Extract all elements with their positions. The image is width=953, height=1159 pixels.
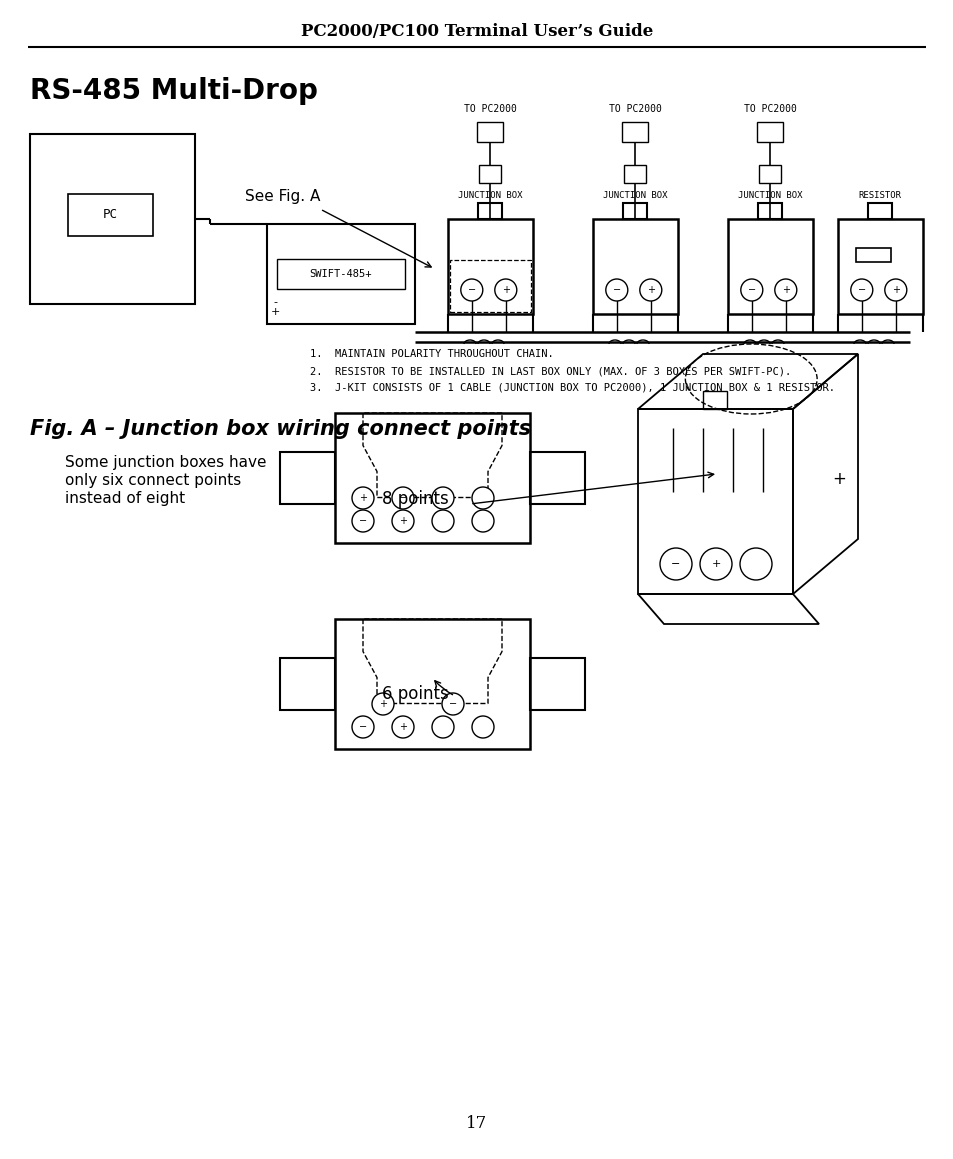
Bar [758,203,781,219]
Bar [68,194,152,236]
Text: -: - [273,297,276,307]
Text: RESISTOR: RESISTOR [858,191,901,201]
Circle shape [774,279,796,301]
Bar [530,452,584,504]
Circle shape [432,716,454,738]
Circle shape [392,510,414,532]
Circle shape [472,487,494,509]
Text: +: + [891,285,899,296]
Text: +: + [501,285,509,296]
Bar [867,203,891,219]
Bar [448,219,533,314]
Circle shape [441,693,463,715]
Text: −: − [449,699,456,709]
Circle shape [372,693,394,715]
Circle shape [495,279,517,301]
Text: 8 points: 8 points [381,490,448,508]
Text: instead of eight: instead of eight [65,490,185,505]
Circle shape [472,510,494,532]
Bar [335,413,530,544]
Circle shape [700,548,731,580]
Circle shape [605,279,627,301]
Circle shape [472,716,494,738]
Bar [621,122,647,143]
Text: See Fig. A: See Fig. A [245,189,320,204]
Bar [593,219,678,314]
Text: −: − [398,493,407,503]
Bar [837,219,923,314]
Circle shape [352,716,374,738]
Text: PC: PC [102,209,117,221]
Text: TO PC2000: TO PC2000 [742,104,796,114]
Text: −: − [612,285,620,296]
Circle shape [659,548,691,580]
Text: 6 points: 6 points [381,685,448,704]
Text: −: − [671,559,680,569]
Text: −: − [467,285,476,296]
Text: Some junction boxes have: Some junction boxes have [65,454,266,469]
Bar [335,619,530,749]
Text: 3.  J-KIT CONSISTS OF 1 CABLE (JUNCTION BOX TO PC2000), 1 JUNCTION BOX & 1 RESIS: 3. J-KIT CONSISTS OF 1 CABLE (JUNCTION B… [310,382,834,393]
Circle shape [639,279,661,301]
Circle shape [883,279,906,301]
Text: 17: 17 [466,1115,487,1132]
Circle shape [432,510,454,532]
Circle shape [392,487,414,509]
Bar [476,122,502,143]
Bar [638,409,792,595]
Circle shape [740,548,771,580]
Bar [280,452,335,504]
Text: JUNCTION BOX: JUNCTION BOX [602,191,666,201]
Text: +: + [831,471,845,488]
Circle shape [352,510,374,532]
Circle shape [352,487,374,509]
Text: 1.  MAINTAIN POLARITY THROUGHOUT CHAIN.: 1. MAINTAIN POLARITY THROUGHOUT CHAIN. [310,349,553,359]
Text: +: + [646,285,654,296]
Circle shape [850,279,872,301]
Text: JUNCTION BOX: JUNCTION BOX [737,191,801,201]
Circle shape [460,279,482,301]
Text: RS-485 Multi-Drop: RS-485 Multi-Drop [30,76,317,105]
Text: +: + [711,559,720,569]
Bar [757,122,782,143]
Circle shape [432,487,454,509]
Text: only six connect points: only six connect points [65,473,241,488]
Text: −: − [358,516,367,526]
Bar [855,248,890,262]
Text: +: + [781,285,789,296]
Bar [477,203,501,219]
Text: PC2000/PC100 Terminal User’s Guide: PC2000/PC100 Terminal User’s Guide [300,22,653,39]
Circle shape [392,716,414,738]
Bar [622,203,646,219]
Text: +: + [398,516,407,526]
Text: +: + [378,699,387,709]
Bar [727,219,812,314]
Bar [280,658,335,710]
Bar [30,134,194,304]
Bar [267,224,415,325]
Bar [759,165,781,183]
Text: −: − [857,285,865,296]
Text: JUNCTION BOX: JUNCTION BOX [457,191,521,201]
Circle shape [740,279,762,301]
Text: SWIFT-485+: SWIFT-485+ [310,269,372,279]
Text: −: − [358,722,367,732]
Bar [702,391,726,409]
Text: +: + [398,722,407,732]
Bar [478,165,500,183]
Text: −: − [747,285,755,296]
Text: TO PC2000: TO PC2000 [463,104,516,114]
Bar [530,658,584,710]
Bar [623,165,645,183]
Bar [276,258,405,289]
Bar [450,260,531,312]
Text: 2.  RESISTOR TO BE INSTALLED IN LAST BOX ONLY (MAX. OF 3 BOXES PER SWIFT-PC).: 2. RESISTOR TO BE INSTALLED IN LAST BOX … [310,366,790,376]
Text: Fig. A – Junction box wiring connect points: Fig. A – Junction box wiring connect poi… [30,420,531,439]
Text: +: + [270,307,279,318]
Text: TO PC2000: TO PC2000 [608,104,660,114]
Text: +: + [358,493,367,503]
